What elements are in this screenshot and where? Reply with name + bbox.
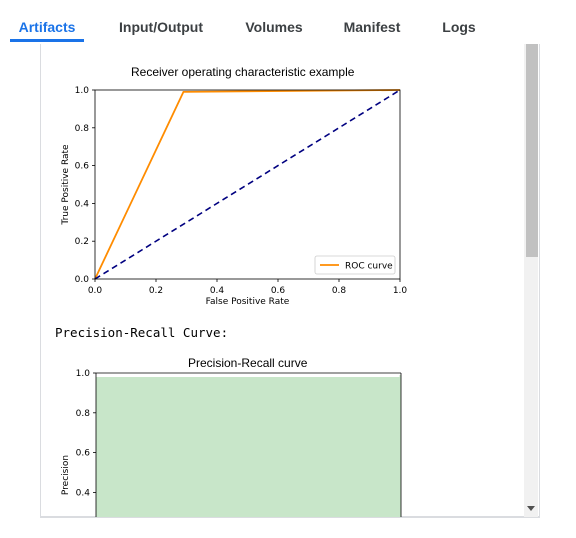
precision-recall-heading: Precision-Recall Curve: [55,325,229,340]
active-tab-indicator [10,39,84,42]
y-tick-label: 0.8 [75,124,90,134]
y-tick-label: 0.4 [75,199,90,209]
tab-volumes[interactable]: Volumes [236,0,312,44]
y-tick-label: 0.2 [75,237,89,247]
y-tick-label: 0.6 [75,162,90,172]
roc-chart: 0.0 0.2 0.4 0.6 0.8 1.0 0.0 0.2 0.4 0.6 0.8 1.0 Fals… [61,86,408,307]
x-tick-label: 1.0 [393,286,408,296]
roc-legend [314,255,396,275]
tab-artifacts[interactable]: Artifacts [10,0,84,44]
scroll-down-arrow-icon[interactable] [527,506,535,511]
panel-scrollbar[interactable] [524,44,538,517]
tab-label: Artifacts [18,19,76,35]
x-tick-label: 0.8 [332,286,347,296]
x-tick-label: 0.0 [88,286,103,296]
chance-diagonal-line [94,89,401,280]
y-tick-label: 0.0 [75,275,90,285]
tab-label: Input/Output [119,19,203,35]
legend-entry: ROC curve [345,262,393,272]
panel-bottom-border [40,517,540,518]
y-axis-label: True Positive Rate [61,144,71,226]
scrollbar-thumb[interactable] [526,44,538,257]
tab-input-output[interactable]: Input/Output [108,0,214,44]
pr-chart: 1.0 0.8 0.6 0.4 Precision [61,369,402,517]
y-tick-label: 0.8 [76,409,91,419]
tab-label: Logs [442,19,476,35]
roc-chart-title: Receiver operating characteristic exampl… [131,65,355,79]
x-tick-label: 0.4 [210,286,225,296]
tab-label: Manifest [343,19,401,35]
roc-plot-frame [94,89,401,280]
roc-curve-line [94,89,401,280]
y-tick-label: 0.4 [76,488,91,498]
tab-bar: Artifacts Input/Output Volumes Manifest … [0,0,576,44]
tab-logs[interactable]: Logs [432,0,486,44]
x-tick-label: 0.6 [271,286,286,296]
y-axis-label: Precision [61,455,71,495]
pr-chart-title: Precision-Recall curve [188,356,308,370]
tab-manifest[interactable]: Manifest [334,0,410,44]
tab-label: Volumes [245,19,303,35]
y-tick-label: 1.0 [76,369,91,379]
x-tick-label: 0.2 [149,286,163,296]
y-tick-label: 1.0 [75,86,90,96]
x-axis-label: False Positive Rate [206,297,290,307]
y-tick-label: 0.6 [76,449,91,459]
pr-area-fill [96,374,401,517]
